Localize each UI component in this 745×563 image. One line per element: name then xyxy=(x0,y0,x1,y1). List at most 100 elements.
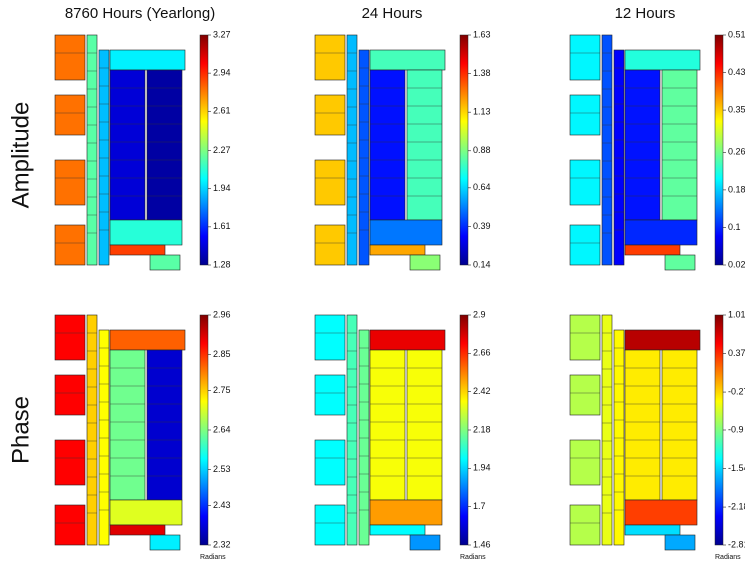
room xyxy=(369,524,426,536)
colorbar-tick-label: 1.61 xyxy=(213,221,231,231)
colorbar-tick-label: 1.94 xyxy=(473,463,491,473)
room xyxy=(601,314,613,546)
room xyxy=(409,534,441,551)
room xyxy=(109,329,186,351)
room xyxy=(624,329,701,351)
room xyxy=(369,499,443,526)
room xyxy=(624,244,681,256)
colorbar-tick-label: 0.35 xyxy=(728,104,745,114)
room xyxy=(109,69,146,221)
room xyxy=(54,34,86,81)
room xyxy=(146,349,183,501)
room xyxy=(109,349,146,501)
colorbar-label: Radians xyxy=(715,554,741,561)
colorbar-tick-label: -0.27 xyxy=(728,386,745,396)
colorbar-tick-label: 1.63 xyxy=(473,29,491,39)
room xyxy=(409,254,441,271)
room xyxy=(314,504,346,546)
colorbar xyxy=(714,34,724,266)
room xyxy=(109,49,186,71)
colorbar-tick-label: 1.38 xyxy=(473,68,491,78)
room xyxy=(624,219,698,246)
room xyxy=(613,49,625,266)
room xyxy=(664,254,696,271)
colorbar-tick-label: 2.9 xyxy=(473,309,486,319)
column-title: 12 Hours xyxy=(615,5,676,22)
room xyxy=(369,49,446,71)
room xyxy=(569,34,601,81)
room xyxy=(54,94,86,136)
room xyxy=(624,499,698,526)
colorbar-tick-label: 2.43 xyxy=(213,500,231,510)
colorbar-tick-label: 2.64 xyxy=(213,424,231,434)
room xyxy=(346,314,358,546)
room xyxy=(624,49,701,71)
room xyxy=(369,349,406,501)
colorbar-tick-label: -1.54 xyxy=(728,463,745,473)
colorbar-tick-label: 2.85 xyxy=(213,349,231,359)
room xyxy=(569,159,601,206)
room xyxy=(54,504,86,546)
room xyxy=(109,524,166,536)
room xyxy=(54,439,86,486)
row-label: Phase xyxy=(7,396,34,464)
colorbar-tick-label: 2.75 xyxy=(213,385,231,395)
room xyxy=(406,69,443,221)
room xyxy=(109,244,166,256)
room xyxy=(569,439,601,486)
room xyxy=(109,499,183,526)
room xyxy=(358,329,370,546)
colorbar-tick-label: -2.18 xyxy=(728,501,745,511)
colorbar-tick-label: 0.02 xyxy=(728,259,745,269)
room xyxy=(346,34,358,266)
colorbar-tick-label: 1.28 xyxy=(213,259,231,269)
room xyxy=(569,94,601,136)
colorbar-tick-label: 1.7 xyxy=(473,501,486,511)
colorbar xyxy=(199,34,209,266)
room xyxy=(98,329,110,546)
colorbar-tick-label: 0.26 xyxy=(728,147,745,157)
colorbar-tick-label: 2.27 xyxy=(213,145,231,155)
room xyxy=(314,314,346,361)
room xyxy=(569,374,601,416)
room xyxy=(98,49,110,266)
room xyxy=(601,34,613,266)
room xyxy=(54,374,86,416)
colorbar-tick-label: 1.46 xyxy=(473,539,491,549)
colorbar-tick-label: 2.66 xyxy=(473,348,491,358)
colorbar-tick-label: 0.1 xyxy=(728,222,741,232)
room xyxy=(406,349,443,501)
colorbar-tick-label: 0.88 xyxy=(473,145,491,155)
colorbar-tick-label: 3.27 xyxy=(213,29,231,39)
room xyxy=(314,94,346,136)
colorbar-tick-label: 0.51 xyxy=(728,29,745,39)
room xyxy=(314,34,346,81)
room xyxy=(369,329,446,351)
colorbar-tick-label: 2.18 xyxy=(473,424,491,434)
room xyxy=(54,224,86,266)
room xyxy=(664,534,696,551)
room xyxy=(369,244,426,256)
room xyxy=(613,329,625,546)
colorbar-label: Radians xyxy=(460,554,486,561)
room xyxy=(54,159,86,206)
colorbar xyxy=(199,314,209,546)
colorbar-tick-label: 2.32 xyxy=(213,539,231,549)
colorbar-tick-label: 0.14 xyxy=(473,259,491,269)
colorbar xyxy=(714,314,724,546)
colorbar-tick-label: 2.53 xyxy=(213,464,231,474)
room xyxy=(661,349,698,501)
room xyxy=(369,219,443,246)
colorbar-tick-label: 0.18 xyxy=(728,184,745,194)
colorbar-tick-label: 2.94 xyxy=(213,68,231,78)
colorbar-tick-label: 1.01 xyxy=(728,309,745,319)
colorbar-tick-label: -0.9 xyxy=(728,424,744,434)
colorbar-tick-label: 0.64 xyxy=(473,182,491,192)
room xyxy=(314,439,346,486)
colorbar-tick-label: 1.13 xyxy=(473,107,491,117)
room xyxy=(624,69,661,221)
column-title: 24 Hours xyxy=(362,5,423,22)
room xyxy=(109,219,183,246)
room xyxy=(149,254,181,271)
